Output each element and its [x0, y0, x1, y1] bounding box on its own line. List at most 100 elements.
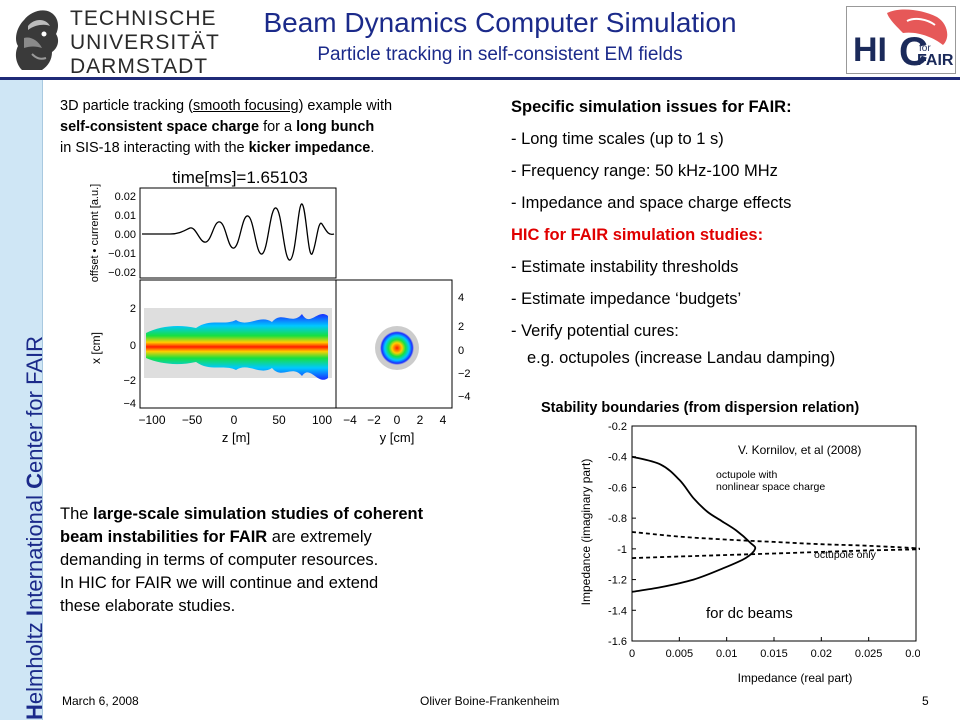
tick-label: −4	[343, 413, 357, 427]
tick-label: 0.005	[666, 648, 694, 660]
desc-text: in SIS-18 interacting with the	[60, 140, 249, 156]
tick-label: −2	[367, 413, 381, 427]
tick-label: -0.6	[608, 482, 627, 494]
tud-logo-line-1: TECHNISCHE	[70, 7, 217, 30]
svg-text:C: C	[899, 30, 928, 73]
footer-date: March 6, 2008	[62, 694, 139, 708]
sidebar-center-name: Helmholtz International Center for FAIR	[22, 336, 48, 720]
desc-text: 3D particle tracking (	[60, 98, 193, 114]
sidebar-letter-c: C	[22, 472, 47, 489]
issues-header: Specific simulation issues for FAIR:	[511, 98, 792, 116]
tick-label: 2	[458, 321, 464, 333]
plot-frame	[631, 425, 917, 642]
x-axis-title: Impedance (real part)	[738, 671, 853, 685]
sidebar-letter-h: H	[22, 704, 47, 720]
summary-bold: large-scale simulation studies of cohere…	[93, 505, 424, 523]
y-axis-ticks: −4 −2 0 2 4	[343, 413, 447, 427]
current-panel	[139, 187, 337, 279]
tick-label: 4	[440, 413, 447, 427]
tick-label: 0.00	[115, 229, 136, 241]
summary-line-1: The large-scale simulation studies of co…	[60, 503, 423, 526]
desc-bold: long bunch	[296, 119, 375, 135]
svg-text:HI: HI	[853, 31, 887, 69]
y-tick-labels: -0.2 -0.4 -0.6 -0.8 -1 -1.2 -1.4 -1.6	[608, 421, 627, 648]
tick-label: 0	[458, 345, 464, 357]
page-number: 5	[922, 694, 929, 708]
time-label: time[ms]=1.65103	[172, 168, 308, 187]
summary-text: are extremely	[267, 528, 372, 546]
page-subtitle: Particle tracking in self-consistent EM …	[317, 44, 683, 65]
tick-label: 0.01	[716, 648, 737, 660]
phase-space-yticks: 2 0 −2 −4	[123, 303, 136, 410]
list-item: - Frequency range: 50 kHz-100 MHz	[511, 162, 778, 180]
tick-label: 0	[130, 340, 136, 352]
list-item: - Long time scales (up to 1 s)	[511, 130, 724, 148]
stability-chart: Impedance (imaginary part) -0.2-0.4-0.6-…	[579, 421, 920, 685]
hic-for-fair-logo: HI C for FAIR	[846, 6, 956, 74]
sidebar-letter-i: I	[22, 609, 47, 617]
tick-label: −50	[182, 413, 203, 427]
tick-label: 2	[130, 303, 136, 315]
tick-label: 50	[272, 413, 286, 427]
tick-label: 0	[231, 413, 238, 427]
tick-label: 0.02	[115, 191, 136, 203]
z-axis-label: z [m]	[222, 430, 250, 445]
tick-label: 4	[458, 292, 464, 304]
athena-head-icon	[15, 10, 59, 71]
citation: V. Kornilov, et al (2008)	[738, 443, 861, 457]
tick-label: -0.2	[608, 421, 627, 433]
desc-line-3: in SIS-18 interacting with the kicker im…	[60, 138, 392, 159]
stability-caption: Stability boundaries (from dispersion re…	[541, 400, 860, 416]
tu-darmstadt-logo: TECHNISCHE UNIVERSITÄT DARMSTADT	[0, 0, 219, 77]
left-ylabel: x [cm]	[89, 332, 103, 364]
tick-label: 0.02	[811, 648, 832, 660]
tick-label: −4	[458, 391, 471, 403]
tick-label: 0	[629, 648, 635, 660]
tick-label: −2	[458, 368, 471, 380]
current-signal-line	[142, 203, 335, 261]
sidebar-word-enter-for-fair: enter for FAIR	[22, 336, 47, 473]
tick-label: −0.02	[108, 267, 136, 279]
z-axis-ticks: −100 −50 0 50 100	[138, 413, 332, 427]
curve-label-nonlinear-space-charge: nonlinear space charge	[716, 481, 825, 493]
sidebar-word-nternational: nternational	[22, 488, 47, 610]
tick-label: -1.2	[608, 575, 627, 587]
tick-label: 0	[394, 413, 401, 427]
tick-label: −0.01	[108, 248, 136, 260]
curve-label-octupole-only: octupole only	[814, 549, 877, 561]
desc-text: .	[370, 140, 375, 156]
transverse-yticks: 4 2 0 −2 −4	[458, 292, 471, 403]
hic-studies-header: HIC for FAIR simulation studies:	[511, 226, 764, 244]
tud-logo-line-2: UNIVERSITÄT	[70, 31, 220, 54]
tick-label: 0.025	[855, 648, 883, 660]
hic-logo-graphic: HI C for FAIR	[853, 9, 954, 74]
summary-line-2: beam instabilities for FAIR are extremel…	[60, 526, 423, 549]
desc-underlined: smooth focusing	[192, 98, 299, 114]
sidebar: Helmholtz International Center for FAIR	[0, 80, 47, 720]
y-axis-label: y [cm]	[380, 430, 415, 445]
top-ylabel: offset • current [a.u.]	[89, 184, 101, 282]
particle-tracking-plot: time[ms]=1.65103 offset • current [a.u.]…	[89, 168, 471, 445]
phase-space-scatter	[144, 308, 332, 380]
desc-line-2: self-consistent space charge for a long …	[60, 117, 392, 138]
tick-label: -1	[617, 544, 627, 556]
y-axis-title: Impedance (imaginary part)	[579, 459, 593, 606]
tick-label: −4	[123, 398, 136, 410]
summary-bold: beam instabilities for FAIR	[60, 528, 268, 546]
tick-label: -1.6	[608, 636, 627, 648]
title-area: Beam Dynamics Computer Simulation Partic…	[200, 6, 800, 68]
list-item: - Verify potential cures:	[511, 322, 679, 340]
series-line-octupole-space-charge	[631, 455, 757, 593]
tick-label: -1.4	[608, 605, 627, 617]
tick-label: -0.8	[608, 513, 627, 525]
tick-label: 0.015	[760, 648, 788, 660]
transverse-beam-spot	[375, 326, 419, 370]
bunch-density	[146, 314, 328, 380]
desc-line-1: 3D particle tracking (smooth focusing) e…	[60, 96, 392, 117]
x-tick-labels: 0 0.005 0.01 0.015 0.02 0.025 0.03	[629, 648, 920, 660]
sidebar-word-elmholtz: elmholtz	[22, 616, 47, 705]
curve-label-octupole-with: octupole with	[716, 469, 777, 481]
desc-bold: kicker impedance	[248, 140, 371, 156]
tick-label: -0.4	[608, 452, 627, 464]
series-line-octupole-only	[631, 531, 920, 559]
